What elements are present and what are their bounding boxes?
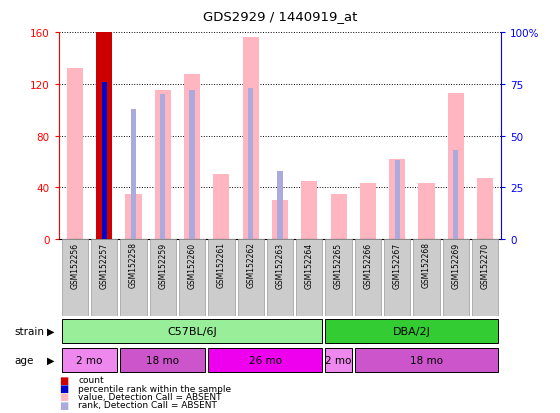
- Text: ■: ■: [59, 375, 68, 385]
- Bar: [248, 89, 253, 240]
- Text: 18 mo: 18 mo: [146, 355, 179, 366]
- Bar: [62, 319, 323, 344]
- Text: GSM152261: GSM152261: [217, 242, 226, 288]
- Bar: [131, 109, 136, 240]
- Bar: [325, 240, 352, 316]
- Bar: [301, 181, 318, 240]
- Text: 26 mo: 26 mo: [249, 355, 282, 366]
- Text: ■: ■: [59, 400, 68, 410]
- Bar: [125, 195, 142, 240]
- Bar: [325, 319, 498, 344]
- Bar: [189, 91, 195, 240]
- Bar: [120, 348, 206, 373]
- Bar: [354, 240, 381, 316]
- Bar: [453, 151, 459, 240]
- Bar: [272, 201, 288, 240]
- Text: ■: ■: [59, 392, 68, 401]
- Bar: [418, 184, 435, 240]
- Bar: [384, 240, 410, 316]
- Bar: [448, 94, 464, 240]
- Text: GSM152263: GSM152263: [276, 242, 284, 288]
- Text: percentile rank within the sample: percentile rank within the sample: [78, 384, 231, 393]
- Bar: [325, 348, 352, 373]
- Text: GSM152258: GSM152258: [129, 242, 138, 288]
- Bar: [237, 240, 264, 316]
- Bar: [91, 240, 118, 316]
- Bar: [160, 95, 165, 240]
- Text: GSM152265: GSM152265: [334, 242, 343, 288]
- Bar: [395, 161, 400, 240]
- Bar: [354, 348, 498, 373]
- Text: C57BL/6J: C57BL/6J: [167, 326, 217, 337]
- Bar: [62, 240, 88, 316]
- Bar: [184, 74, 200, 240]
- Text: GSM152270: GSM152270: [480, 242, 489, 288]
- Text: GSM152269: GSM152269: [451, 242, 460, 288]
- Bar: [67, 69, 83, 240]
- Bar: [62, 348, 118, 373]
- Text: GSM152257: GSM152257: [100, 242, 109, 288]
- Bar: [296, 240, 323, 316]
- Bar: [277, 171, 283, 240]
- Text: 18 mo: 18 mo: [410, 355, 443, 366]
- Bar: [267, 240, 293, 316]
- Bar: [120, 240, 147, 316]
- Text: strain: strain: [14, 326, 44, 337]
- Bar: [213, 175, 230, 240]
- Text: ▶: ▶: [46, 326, 54, 337]
- Text: 2 mo: 2 mo: [76, 355, 102, 366]
- Text: age: age: [14, 355, 34, 366]
- Bar: [360, 184, 376, 240]
- Text: GSM152260: GSM152260: [188, 242, 197, 288]
- Text: 2 mo: 2 mo: [325, 355, 352, 366]
- Bar: [208, 348, 323, 373]
- Bar: [389, 159, 405, 240]
- Bar: [477, 179, 493, 240]
- Text: rank, Detection Call = ABSENT: rank, Detection Call = ABSENT: [78, 400, 217, 409]
- Text: GSM152268: GSM152268: [422, 242, 431, 288]
- Bar: [155, 91, 171, 240]
- Bar: [330, 195, 347, 240]
- Bar: [179, 240, 206, 316]
- Text: GSM152264: GSM152264: [305, 242, 314, 288]
- Bar: [96, 33, 112, 240]
- Text: GSM152266: GSM152266: [363, 242, 372, 288]
- Text: ▶: ▶: [46, 355, 54, 366]
- Text: ■: ■: [59, 383, 68, 393]
- Text: GSM152259: GSM152259: [158, 242, 167, 288]
- Text: value, Detection Call = ABSENT: value, Detection Call = ABSENT: [78, 392, 222, 401]
- Bar: [413, 240, 440, 316]
- Text: GSM152267: GSM152267: [393, 242, 402, 288]
- Bar: [442, 240, 469, 316]
- Bar: [101, 83, 107, 240]
- Text: count: count: [78, 375, 104, 385]
- Bar: [150, 240, 176, 316]
- Text: GSM152262: GSM152262: [246, 242, 255, 288]
- Text: GSM152256: GSM152256: [71, 242, 80, 288]
- Text: DBA/2J: DBA/2J: [393, 326, 431, 337]
- Bar: [472, 240, 498, 316]
- Text: GDS2929 / 1440919_at: GDS2929 / 1440919_at: [203, 10, 357, 23]
- Bar: [242, 38, 259, 240]
- Bar: [208, 240, 235, 316]
